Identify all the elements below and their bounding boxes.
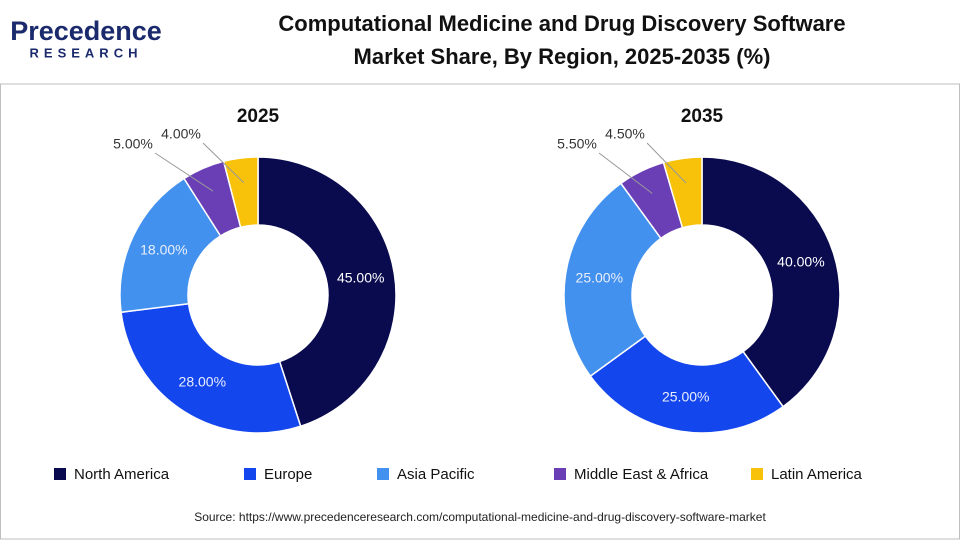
data-label: 5.50% — [557, 136, 597, 152]
legend-label: Europe — [264, 466, 312, 483]
data-label: 4.00% — [161, 126, 201, 142]
data-label: 45.00% — [337, 269, 384, 285]
data-label: 28.00% — [179, 374, 226, 390]
legend-swatch — [244, 468, 256, 480]
legend-label: Asia Pacific — [397, 466, 475, 483]
leader-line — [154, 152, 214, 192]
leader-line — [202, 142, 245, 184]
chart-title: Market Share, By Region, 2025-2035 (%) — [354, 44, 771, 69]
source: Source: https://www.precedenceresearch.c… — [194, 510, 766, 524]
slice — [222, 156, 259, 229]
data-label: 25.00% — [576, 269, 623, 285]
slice — [701, 156, 841, 408]
slice — [589, 335, 785, 434]
legend-swatch — [751, 468, 763, 480]
data-label: 40.00% — [777, 254, 824, 270]
chart-title: Computational Medicine and Drug Discover… — [278, 11, 845, 36]
data-label: 5.00% — [113, 136, 153, 152]
data-label: 25.00% — [662, 388, 709, 404]
slice — [120, 302, 302, 434]
leader-line — [646, 142, 687, 184]
data-label: 18.00% — [140, 241, 187, 257]
slice — [662, 156, 703, 229]
data-label: 4.50% — [605, 126, 645, 142]
logo: Precedence — [10, 16, 162, 46]
leader-line — [598, 152, 653, 194]
legend-swatch — [54, 468, 66, 480]
slice — [257, 156, 397, 428]
subplot-title: 2025 — [237, 106, 280, 127]
logo-sub: RESEARCH — [30, 45, 143, 60]
subplot-title: 2035 — [681, 106, 724, 127]
legend-swatch — [377, 468, 389, 480]
slice — [563, 182, 662, 378]
legend-label: North America — [74, 466, 170, 483]
legend-swatch — [554, 468, 566, 480]
legend-label: Latin America — [771, 466, 863, 483]
legend-label: Middle East & Africa — [574, 466, 709, 483]
